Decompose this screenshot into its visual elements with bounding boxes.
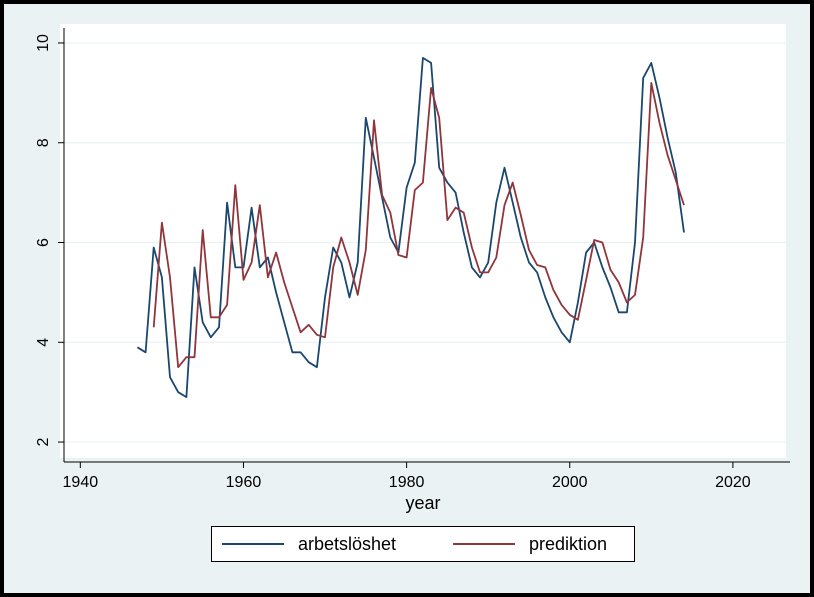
legend-swatch: [222, 543, 284, 545]
legend-item-prediktion: prediktion: [453, 527, 607, 561]
y-tick-label: 2: [35, 437, 52, 446]
x-tick-label: 1980: [389, 474, 425, 491]
y-tick-label: 4: [35, 338, 52, 347]
legend-label: arbetslöshet: [298, 533, 397, 554]
x-tick-label: 2020: [715, 474, 751, 491]
legend-item-arbetsloshet: arbetslöshet: [222, 527, 396, 561]
x-tick-label: 1940: [63, 474, 99, 491]
y-tick-label: 6: [35, 238, 52, 247]
x-tick-label: 2000: [552, 474, 588, 491]
series-line-prediktion: [152, 82, 685, 369]
axes: [63, 28, 790, 463]
x-axis-title: year: [405, 493, 440, 513]
y-tick-label: 8: [35, 138, 52, 147]
plot-area: [60, 24, 786, 458]
legend-label: prediktion: [529, 533, 608, 554]
tick-marks: 2 4 6 8 10 1940 1960 1980 2000 2020: [35, 34, 751, 491]
legend-swatch: [453, 543, 515, 545]
series-lines: [136, 57, 685, 399]
x-tick-label: 1960: [226, 474, 262, 491]
legend: arbetslöshet prediktion: [211, 526, 635, 562]
y-tick-label: 10: [35, 34, 52, 52]
